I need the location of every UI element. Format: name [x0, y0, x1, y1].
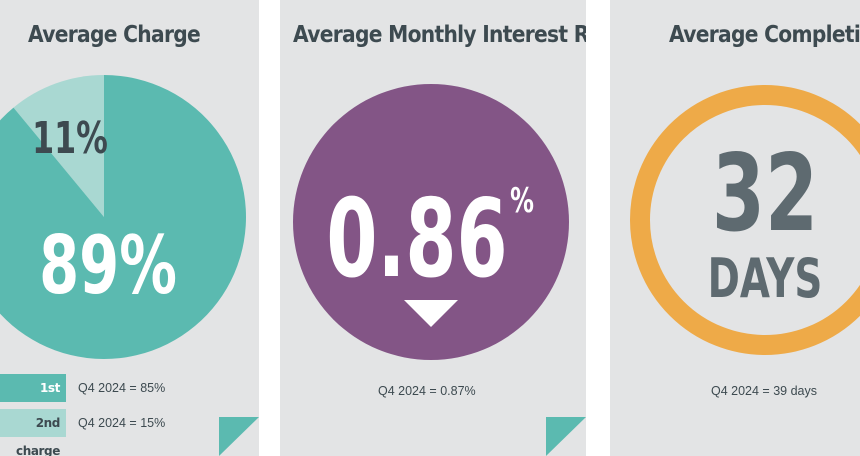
interest-rate-note: Q4 2024 = 0.87%: [378, 384, 476, 398]
legend-note-1st-charge: Q4 2024 = 85%: [78, 381, 166, 395]
completion-panel: Average Completion 32 DAYS Q4 2024 = 39 …: [610, 0, 860, 456]
completion-unit: DAYS: [708, 248, 823, 311]
average-charge-pie-chart: 89% 11%: [0, 75, 246, 359]
completion-title: Average Completion: [669, 22, 860, 48]
pie-slice-1st-charge: [0, 75, 246, 359]
pie-label-1st-charge: 89%: [39, 220, 177, 313]
down-arrow-icon: [404, 300, 458, 327]
legend-label-2nd-charge: 2nd charge: [15, 416, 60, 456]
completion-badge: 32 DAYS: [630, 85, 860, 355]
pie-slice-2nd-charge: [13, 75, 104, 217]
completion-value: 32: [712, 131, 818, 255]
interest-rate-title: Average Monthly Interest Rate: [293, 22, 586, 48]
completion-note: Q4 2024 = 39 days: [711, 384, 817, 398]
interest-rate-circle: [293, 84, 569, 360]
interest-rate-unit: %: [510, 181, 534, 220]
legend-swatch-2nd-charge: 2nd charge: [0, 409, 66, 456]
corner-fold-icon: [219, 417, 259, 456]
legend-note-2nd-charge: Q4 2024 = 15%: [78, 416, 166, 430]
completion-ring: [630, 85, 860, 355]
corner-fold-icon: [546, 417, 586, 456]
average-charge-panel: Average Charge 89% 11% 1st charge Q4 2024…: [0, 0, 259, 456]
interest-rate-badge: 0.86 %: [293, 84, 569, 360]
interest-rate-value: 0.86: [326, 175, 507, 301]
legend-swatch-1st-charge: 1st charge: [0, 374, 66, 423]
average-charge-title: Average Charge: [28, 22, 201, 48]
pie-label-2nd-charge: 11%: [32, 113, 108, 165]
interest-rate-panel: Average Monthly Interest Rate 0.86 % Q4 …: [280, 0, 586, 456]
